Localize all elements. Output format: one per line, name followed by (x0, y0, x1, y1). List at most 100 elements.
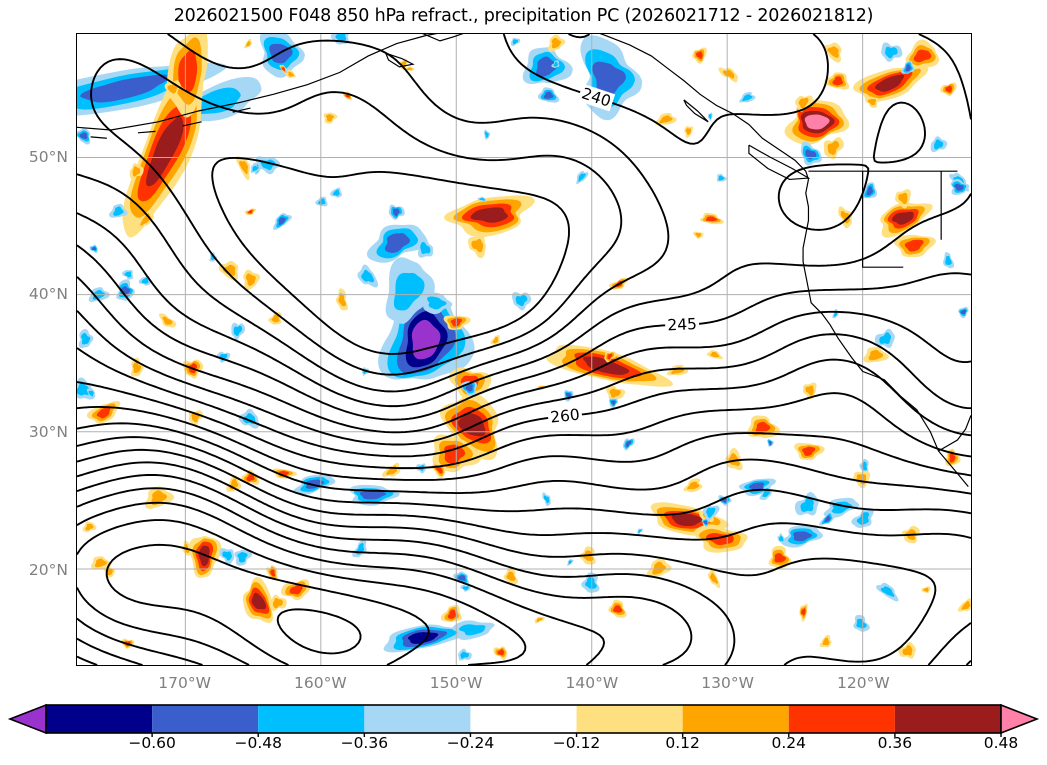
lon-tick-150W: 150°W (429, 674, 483, 692)
negative-pc-shading-level-1 (237, 552, 248, 563)
negative-pc-shading-level-1 (77, 383, 91, 396)
coastline-segment (77, 34, 438, 131)
positive-pc-shading-level-2 (801, 608, 806, 616)
negative-pc-shading-level-1 (885, 46, 898, 59)
contour-line-255 (77, 310, 971, 446)
negative-pc-shading-level-2 (866, 186, 873, 196)
positive-pc-shading-level-1 (246, 40, 251, 47)
positive-pc-shading-level-1 (652, 561, 667, 575)
positive-pc-shading-level-1 (659, 115, 673, 124)
positive-pc-shading-level-2 (705, 216, 718, 222)
positive-pc-shading-level-1 (406, 67, 413, 71)
negative-pc-shading-level-2 (305, 479, 325, 489)
positive-pc-shading-level-2 (289, 583, 303, 595)
negative-pc-shading-level-2 (457, 575, 466, 581)
positive-pc-shading-level-1 (710, 351, 720, 358)
negative-pc-shading-level-1 (706, 507, 716, 518)
positive-pc-shading-level-2 (270, 568, 276, 577)
negative-pc-shading-level-1 (462, 586, 469, 591)
coastline-segment (599, 34, 810, 180)
negative-pc-shading-level-2 (824, 515, 831, 523)
negative-pc-shading-level-1 (113, 206, 124, 216)
negative-pc-shading-level-1 (934, 139, 944, 150)
negative-pc-shading-level-2 (592, 61, 627, 96)
positive-pc-shading-level-1 (867, 98, 876, 106)
contour-line-275 (77, 422, 971, 495)
positive-pc-shading-level-2 (755, 421, 771, 434)
negative-pc-shading-level-1 (880, 586, 895, 597)
colorbar-label-7: 0.36 (877, 734, 913, 752)
contour-line-290 (77, 461, 937, 665)
positive-pc-shading-level-1 (132, 166, 141, 177)
contour-line-315 (105, 543, 430, 665)
colorbar-segment-3 (258, 705, 365, 733)
positive-pc-shading-level-1 (272, 597, 283, 609)
positive-pc-shading-level-3 (146, 116, 184, 187)
positive-pc-shading-level-1 (722, 69, 735, 79)
contour-label-group: 245 (664, 315, 700, 335)
contour-line-305 (77, 617, 203, 665)
positive-pc-shading-level-2 (435, 466, 443, 474)
colorbar-segment-9 (894, 705, 1001, 733)
negative-pc-shading-level-2 (768, 440, 772, 445)
positive-pc-shading-level-2 (497, 649, 505, 656)
positive-pc-shading-level-1 (961, 600, 971, 610)
contour-label-245: 245 (667, 315, 697, 334)
colorbar-label-1: −0.48 (234, 734, 282, 752)
positive-pc-shading-level-1 (132, 362, 142, 374)
negative-pc-shading-level-1 (222, 551, 232, 561)
negative-pc-shading-level-1 (252, 165, 259, 172)
positive-pc-shading-level-1 (827, 46, 839, 58)
coastline-segment (422, 34, 464, 42)
contour-line-285 (927, 622, 971, 665)
positive-pc-shading-level-1 (288, 71, 295, 77)
positive-pc-shading-level-2 (774, 553, 786, 563)
positive-pc-shading-level-1 (471, 238, 484, 253)
contour-line-260 (77, 347, 971, 458)
contour-line-300 (77, 487, 693, 665)
colorbar-segment-6 (576, 705, 683, 733)
contour-line-245 (77, 244, 971, 421)
negative-pc-shading-level-2 (91, 246, 97, 251)
positive-pc-shading-level-1 (728, 453, 740, 467)
negative-pc-shading-level-1 (484, 131, 489, 138)
coastline-segment (802, 179, 969, 488)
coastline-segment (683, 99, 709, 123)
lon-tick-130W: 130°W (701, 674, 754, 692)
precipitation-pc-shading (77, 34, 971, 661)
positive-pc-shading-level-1 (898, 192, 908, 205)
coastline-segment (182, 121, 202, 127)
colorbar[interactable]: −0.60 −0.48 −0.36 −0.24 −0.12 0.12 0.24 0.36 0.4… (0, 701, 1047, 763)
negative-pc-shading-level-2 (905, 64, 912, 72)
positive-pc-shading-level-1 (902, 645, 913, 656)
colorbar-label-6: 0.24 (771, 734, 807, 752)
positive-pc-shading-level-1 (85, 523, 94, 531)
negative-pc-shading-level-2 (610, 400, 616, 405)
negative-pc-shading-level-1 (638, 529, 642, 534)
map-plot-area[interactable]: 240 245 260 (76, 33, 972, 666)
colorbar-label-2: −0.36 (340, 734, 389, 752)
positive-pc-shading-level-1 (338, 293, 347, 307)
negative-pc-shading-level-2 (960, 309, 967, 315)
lat-tick-20: 20°N (28, 560, 68, 579)
negative-pc-shading-level-1 (479, 197, 485, 201)
contour-line-265 (77, 381, 971, 470)
negative-pc-shading-level-2 (278, 217, 286, 226)
positive-pc-shading-level-2 (178, 49, 198, 92)
contour-line-270 (77, 405, 971, 481)
positive-pc-shading-level-2 (247, 210, 253, 214)
negative-pc-shading-level-1 (718, 175, 725, 181)
contour-line-225 (211, 156, 570, 355)
coastline-segment (232, 107, 251, 113)
negative-pc-shading-level-1 (553, 61, 559, 67)
lat-tick-30: 30°N (28, 423, 68, 442)
positive-pc-shading-level-3 (251, 592, 267, 610)
negative-pc-shading-level-1 (778, 535, 784, 542)
contour-line-280 (965, 659, 971, 665)
positive-pc-shading-level-1 (506, 571, 516, 581)
negative-pc-shading-level-1 (393, 272, 425, 311)
negative-pc-shading-level-1 (233, 325, 243, 337)
contour-line-240 (502, 34, 829, 145)
negative-pc-shading-level-2 (79, 132, 88, 140)
